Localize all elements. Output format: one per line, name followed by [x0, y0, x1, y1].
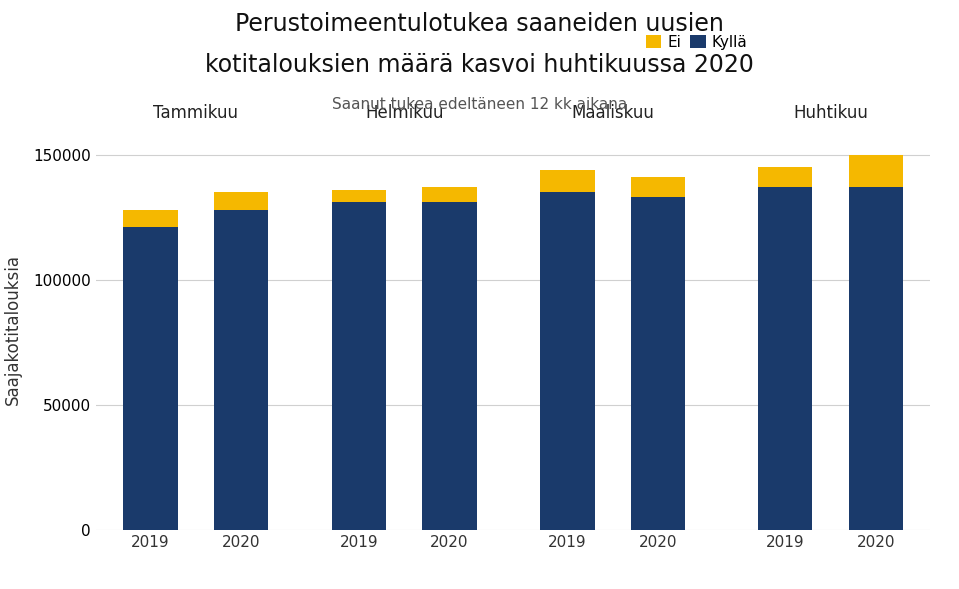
Bar: [849, 187, 903, 530]
Bar: [849, 154, 903, 187]
Legend: Ei, Kyllä: Ei, Kyllä: [645, 35, 747, 50]
Bar: [758, 187, 812, 530]
Y-axis label: Saajakotitalouksia: Saajakotitalouksia: [4, 254, 22, 405]
Text: Saanut tukea edeltäneen 12 kk aikana: Saanut tukea edeltäneen 12 kk aikana: [332, 97, 627, 112]
Bar: [214, 192, 269, 210]
Text: kotitalouksien määrä kasvoi huhtikuussa 2020: kotitalouksien määrä kasvoi huhtikuussa …: [205, 53, 754, 77]
Bar: [422, 187, 477, 202]
Bar: [332, 190, 386, 202]
Bar: [214, 210, 269, 530]
Text: Helmikuu: Helmikuu: [365, 104, 443, 122]
Bar: [540, 192, 595, 530]
Bar: [332, 202, 386, 530]
Text: Maaliskuu: Maaliskuu: [572, 104, 654, 122]
Bar: [540, 170, 595, 192]
Bar: [123, 210, 177, 227]
Text: Tammikuu: Tammikuu: [153, 104, 238, 122]
Text: Perustoimeentulotukea saaneiden uusien: Perustoimeentulotukea saaneiden uusien: [235, 12, 724, 36]
Bar: [422, 202, 477, 530]
Bar: [758, 167, 812, 187]
Bar: [123, 227, 177, 530]
Bar: [631, 197, 686, 530]
Text: Huhtikuu: Huhtikuu: [793, 104, 868, 122]
Bar: [631, 177, 686, 197]
